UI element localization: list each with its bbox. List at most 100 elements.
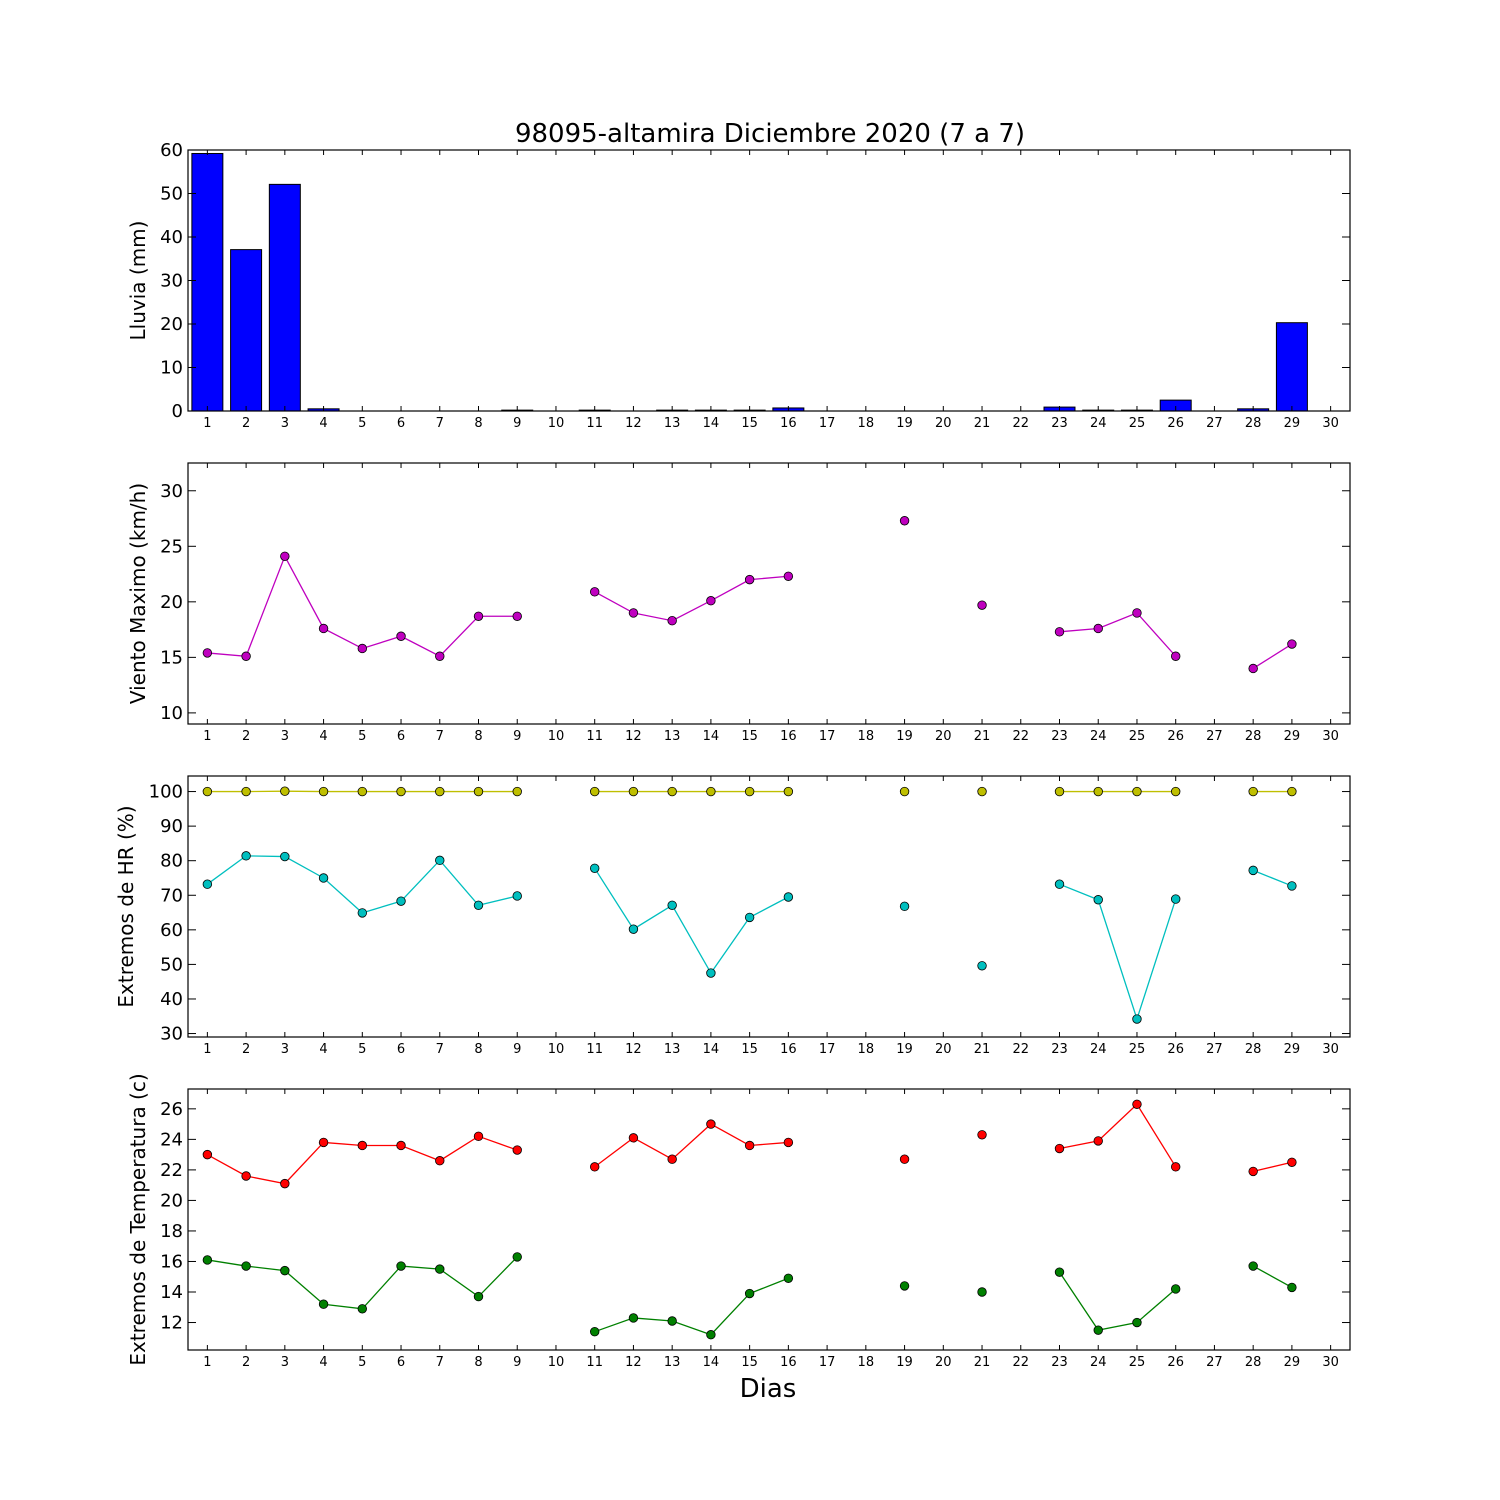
x-tick-label: 20	[935, 729, 952, 744]
series-1-line	[594, 1123, 789, 1168]
series-1-point-day-14	[706, 1119, 716, 1129]
x-tick-label: 14	[703, 729, 720, 744]
series-2-point-day-13	[667, 900, 677, 910]
series-1-point-day-3	[280, 1178, 290, 1189]
series-2-point-day-15	[744, 912, 755, 923]
series-1-line	[1059, 612, 1177, 657]
y-tick-label: 10	[160, 703, 183, 724]
plot-frame	[187, 775, 1351, 1038]
x-tick-label: 1	[203, 1042, 211, 1057]
x-tick-label: 7	[436, 1355, 444, 1370]
y-tick-label: 20	[160, 1190, 183, 1211]
panel-3: 1 2 3 4 5 6 7 8 9 10 11 12 13 14 15 16 17 18 19 20 21 22 23 24 2…	[114, 775, 1351, 1057]
series-2-point-day-6	[396, 896, 406, 906]
series-2-line	[1252, 869, 1293, 887]
x-tick-label: 8	[474, 729, 482, 744]
x-tick-label: 13	[664, 1355, 681, 1370]
series-1-point-day-4	[318, 623, 329, 634]
x-tick-label: 6	[397, 1042, 405, 1057]
x-tick-label: 24	[1090, 1355, 1107, 1370]
series-1-point-day-6	[396, 786, 406, 797]
series-2-point-day-28	[1248, 865, 1258, 876]
y-tick-label: 100	[149, 782, 183, 803]
series-2-point-day-3	[280, 851, 290, 862]
x-tick-label: 12	[625, 1042, 642, 1057]
x-tick-label: 6	[397, 416, 405, 431]
series-1-point-day-8	[473, 1131, 484, 1142]
x-tick-label: 11	[586, 729, 603, 744]
series-2-point-day-24	[1093, 1325, 1103, 1335]
x-tick-label: 19	[896, 1355, 913, 1370]
series-1-point-day-3	[280, 786, 290, 796]
x-tick-label: 5	[358, 729, 366, 744]
series-2-point-day-16	[783, 892, 794, 902]
series-1-point-day-9	[512, 611, 522, 621]
series-1-point-day-4	[318, 786, 329, 797]
series-2-point-day-25	[1132, 1014, 1142, 1024]
x-tick-label: 21	[974, 416, 991, 431]
series-1-point-day-13	[667, 1154, 677, 1164]
x-tick-label: 27	[1206, 416, 1223, 431]
x-tick-label: 23	[1051, 1042, 1068, 1057]
y-axis-label: Extremos de Temperatura (c)	[126, 1073, 150, 1365]
x-tick-label: 11	[586, 1355, 603, 1370]
bar-day-29	[1275, 322, 1308, 412]
series-2-point-day-12	[628, 1313, 639, 1323]
x-tick-label: 14	[703, 416, 720, 431]
series-2-point-day-19	[899, 901, 910, 912]
series-1-point-day-7	[435, 1156, 445, 1166]
series-1-point-day-1	[202, 1149, 213, 1160]
series-2-point-day-23	[1054, 879, 1065, 889]
series-2-point-day-12	[628, 924, 639, 934]
x-tick-label: 21	[974, 729, 991, 744]
series-2-point-day-11	[590, 1326, 600, 1337]
y-tick-label: 40	[160, 227, 183, 248]
y-tick-label: 18	[160, 1221, 183, 1242]
series-1-point-day-11	[590, 786, 600, 797]
x-tick-label: 27	[1206, 1042, 1223, 1057]
series-1-point-day-29	[1287, 786, 1297, 797]
series-1-point-day-26	[1170, 786, 1181, 797]
series-1-point-day-6	[396, 631, 406, 641]
x-tick-label: 10	[548, 416, 565, 431]
y-tick-label: 60	[160, 140, 183, 161]
y-tick-label: 26	[160, 1099, 183, 1120]
series-1-point-day-8	[473, 786, 484, 797]
x-tick-label: 8	[474, 416, 482, 431]
x-tick-label: 5	[358, 1042, 366, 1057]
series-2-point-day-28	[1248, 1261, 1258, 1271]
series-2-point-day-19	[899, 1281, 910, 1291]
series-1-point-day-8	[473, 611, 484, 621]
x-tick-label: 14	[703, 1355, 720, 1370]
x-tick-label: 26	[1167, 1042, 1184, 1057]
series-1-line	[1253, 1161, 1293, 1173]
y-tick-label: 90	[160, 816, 183, 837]
x-tick-label: 9	[513, 729, 521, 744]
series-1-line	[1252, 643, 1293, 670]
x-tick-label: 9	[513, 1042, 521, 1057]
x-tick-label: 30	[1322, 729, 1339, 744]
series-2-point-day-24	[1093, 895, 1103, 905]
y-tick-label: 15	[160, 647, 183, 668]
x-tick-label: 25	[1129, 729, 1146, 744]
x-tick-label: 1	[203, 729, 211, 744]
x-tick-label: 20	[935, 1042, 952, 1057]
x-tick-label: 10	[548, 729, 565, 744]
series-1-point-day-12	[628, 1133, 639, 1143]
series-1-point-day-1	[202, 648, 213, 658]
series-2-point-day-26	[1170, 1284, 1181, 1294]
chart-title: 98095-altamira Diciembre 2020 (7 a 7)	[515, 119, 1025, 149]
series-1-point-day-16	[783, 1137, 794, 1148]
series-1-point-day-29	[1287, 1157, 1297, 1167]
series-1-point-day-5	[357, 643, 368, 654]
series-2-point-day-2	[241, 1261, 251, 1271]
series-1-point-day-15	[744, 786, 755, 797]
series-2-point-day-1	[202, 879, 213, 889]
x-tick-label: 17	[819, 1042, 836, 1057]
x-tick-label: 13	[664, 729, 681, 744]
series-2-point-day-21	[977, 961, 987, 971]
x-tick-label: 12	[625, 729, 642, 744]
series-1-point-day-25	[1132, 1099, 1142, 1109]
